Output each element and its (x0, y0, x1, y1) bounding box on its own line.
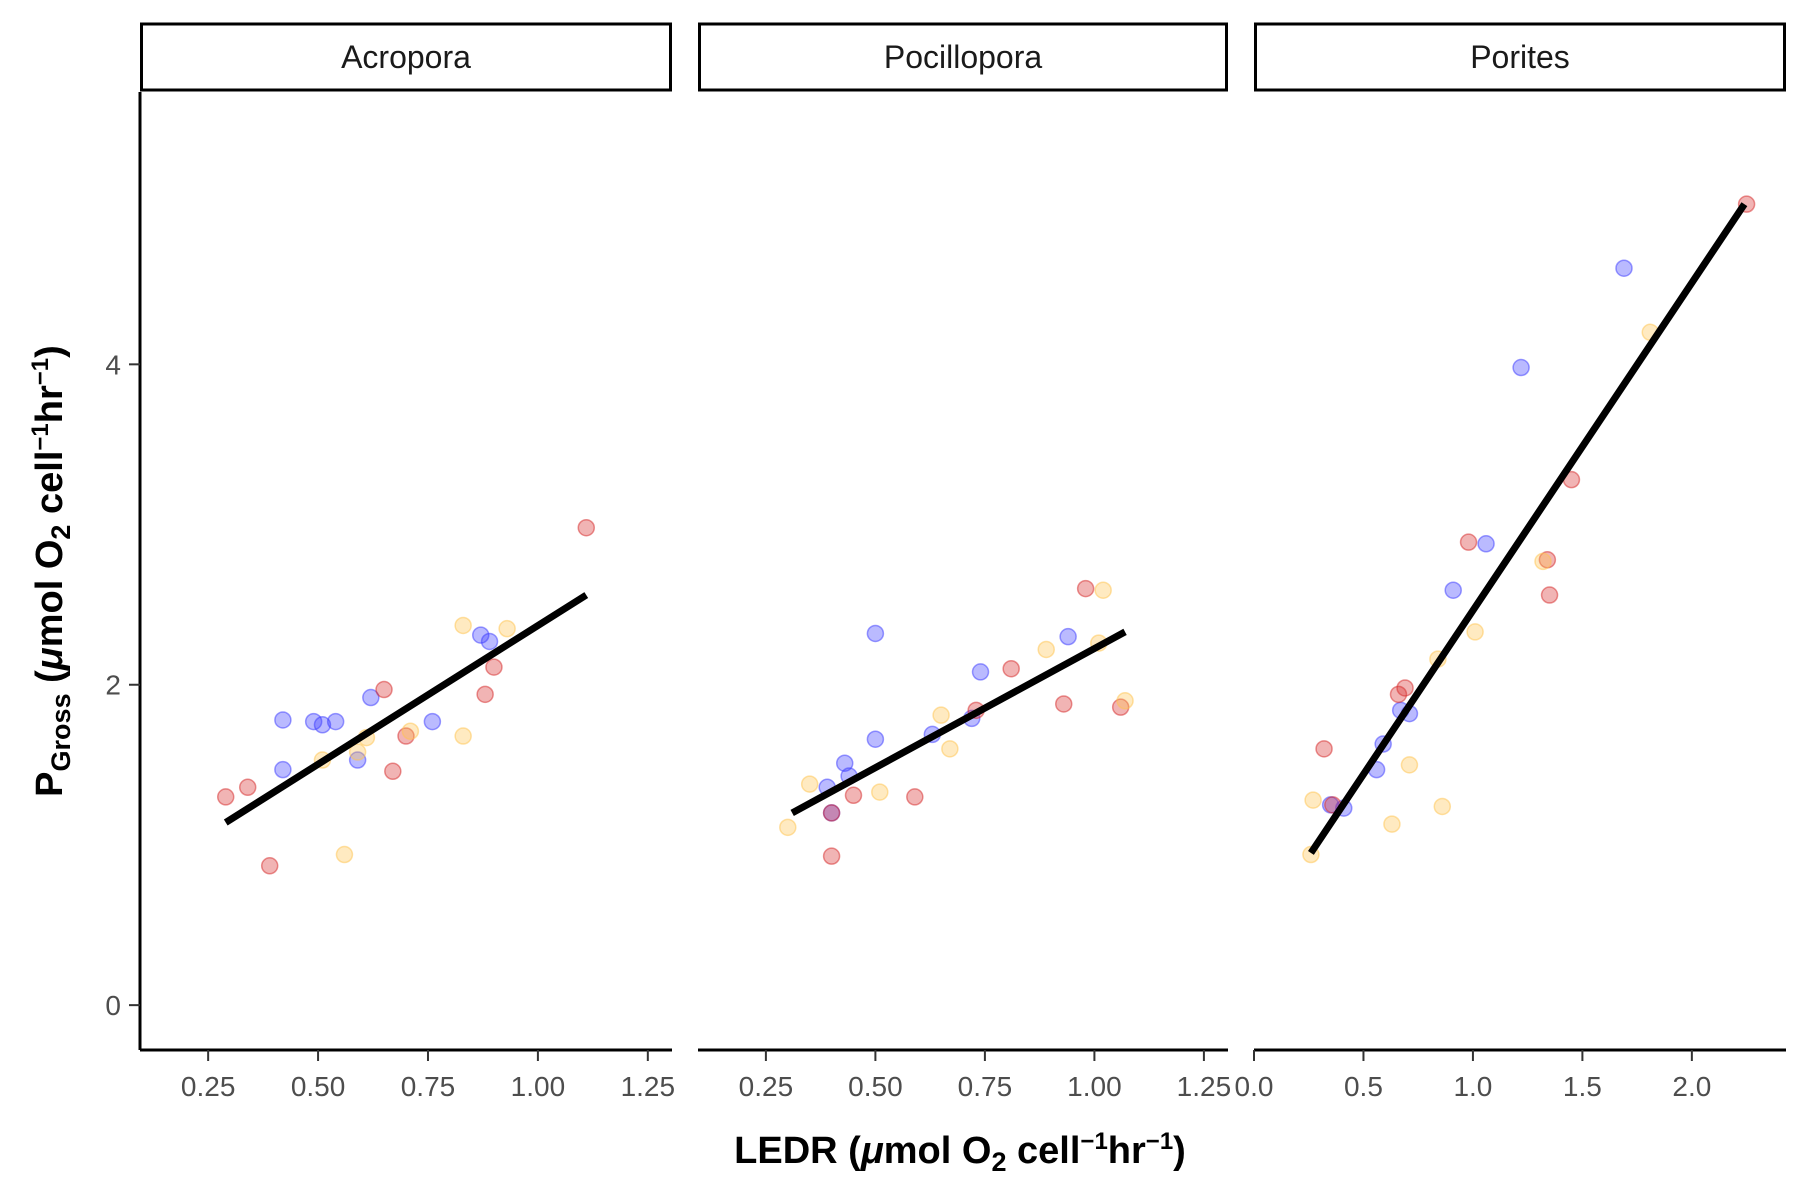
data-point (1315, 740, 1333, 758)
data-point (822, 804, 841, 822)
data-point (844, 786, 863, 805)
data-point (1383, 815, 1401, 833)
data-point (1037, 640, 1055, 659)
data-point (1389, 685, 1408, 704)
facet-strip-label: Pocillopora (884, 39, 1043, 75)
data-point (335, 845, 354, 864)
x-tick-label: 0.50 (848, 1071, 903, 1102)
x-tick-label: 1.25 (621, 1071, 676, 1102)
data-point (1534, 552, 1552, 571)
data-point (238, 778, 257, 797)
data-point (485, 658, 503, 676)
x-tick-label: 0.0 (1235, 1071, 1274, 1102)
data-point (423, 712, 442, 731)
data-point (274, 760, 292, 779)
data-point (274, 711, 292, 729)
data-point (1076, 579, 1095, 598)
data-point (1444, 581, 1462, 599)
regression-line (223, 592, 589, 826)
x-tick-label: 2.0 (1672, 1071, 1711, 1102)
data-point (1094, 581, 1112, 599)
data-point (971, 663, 990, 681)
data-point (1400, 756, 1419, 774)
data-point (454, 727, 472, 745)
data-point (1002, 659, 1020, 678)
data-point (1059, 627, 1077, 646)
x-tick-label: 1.25 (1177, 1071, 1232, 1102)
x-tick-label: 1.00 (1067, 1071, 1122, 1102)
x-axis-title: LEDR (μmol O2 cell−1hr−1) (734, 1128, 1186, 1177)
y-tick-label: 2 (105, 670, 121, 701)
y-axis-title: PGross (μmol O2 cell−1hr−1) (27, 345, 76, 797)
data-point (471, 626, 490, 644)
x-tick-label: 0.25 (181, 1071, 236, 1102)
data-point (941, 740, 959, 758)
data-point (348, 743, 367, 761)
facet-strip (140, 22, 672, 92)
data-point (1304, 791, 1322, 809)
data-point (1054, 695, 1073, 713)
data-point (1466, 623, 1484, 641)
data-point (260, 857, 279, 875)
data-point (313, 716, 332, 734)
facet-strip-label: Acropora (341, 39, 471, 75)
data-point (835, 754, 854, 772)
x-tick-label: 0.75 (958, 1071, 1013, 1102)
data-point (871, 783, 889, 801)
data-point (1433, 797, 1452, 816)
x-tick-label: 1.0 (1453, 1071, 1492, 1102)
data-point (1540, 586, 1559, 604)
data-point (1116, 692, 1134, 710)
data-point (1396, 679, 1414, 697)
data-point (480, 632, 499, 651)
facet-strip-label: Porites (1470, 39, 1570, 75)
data-point (498, 619, 516, 638)
data-point (866, 730, 885, 748)
data-point (800, 775, 819, 793)
x-tick-label: 0.50 (291, 1071, 346, 1102)
data-point (401, 722, 420, 740)
y-tick-label: 0 (105, 990, 121, 1021)
data-point (326, 712, 345, 731)
regression-line (790, 628, 1127, 816)
data-point (866, 624, 885, 643)
x-tick-label: 0.75 (401, 1071, 456, 1102)
data-point (1459, 533, 1478, 551)
data-point (1615, 259, 1633, 277)
x-tick-label: 1.5 (1563, 1071, 1602, 1102)
facet-strip (698, 22, 1228, 92)
data-point (577, 518, 596, 537)
regression-line (1308, 202, 1748, 855)
data-point (216, 788, 235, 806)
data-point (362, 688, 380, 707)
data-point (932, 706, 950, 724)
data-point (1512, 358, 1530, 377)
data-point (906, 788, 924, 806)
data-point (779, 818, 797, 837)
y-tick-label: 4 (105, 349, 121, 380)
data-point (375, 680, 393, 699)
data-point (454, 616, 472, 635)
x-tick-label: 1.00 (511, 1071, 566, 1102)
x-tick-label: 0.5 (1344, 1071, 1383, 1102)
facet-strip (1254, 22, 1786, 92)
x-tick-label: 0.25 (739, 1071, 794, 1102)
data-point (476, 685, 494, 704)
data-point (1477, 535, 1495, 553)
data-point (384, 762, 402, 781)
data-point (822, 847, 841, 865)
